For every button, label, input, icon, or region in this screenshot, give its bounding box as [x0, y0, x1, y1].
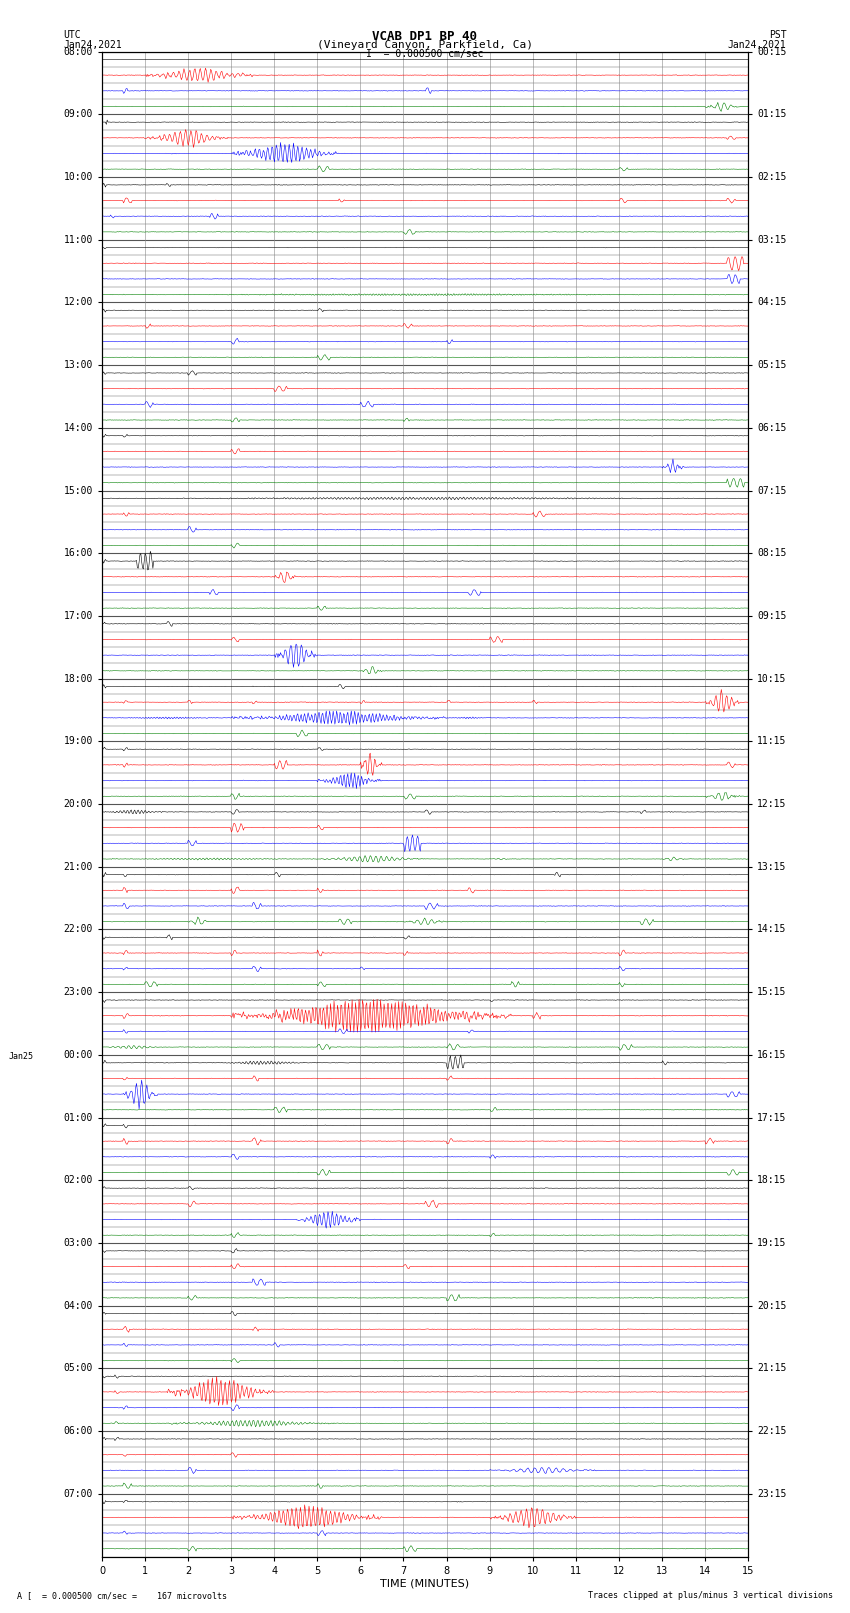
X-axis label: TIME (MINUTES): TIME (MINUTES) [381, 1579, 469, 1589]
Text: Traces clipped at plus/minus 3 vertical divisions: Traces clipped at plus/minus 3 vertical … [588, 1590, 833, 1600]
Text: UTC: UTC [64, 31, 82, 40]
Text: I  = 0.000500 cm/sec: I = 0.000500 cm/sec [366, 50, 484, 60]
Text: VCAB DP1 BP 40: VCAB DP1 BP 40 [372, 31, 478, 44]
Text: A [  = 0.000500 cm/sec =    167 microvolts: A [ = 0.000500 cm/sec = 167 microvolts [17, 1590, 227, 1600]
Text: Jan25: Jan25 [9, 1052, 34, 1061]
Text: (Vineyard Canyon, Parkfield, Ca): (Vineyard Canyon, Parkfield, Ca) [317, 39, 533, 50]
Text: Jan24,2021: Jan24,2021 [728, 39, 786, 50]
Text: Jan24,2021: Jan24,2021 [64, 39, 122, 50]
Text: PST: PST [768, 31, 786, 40]
